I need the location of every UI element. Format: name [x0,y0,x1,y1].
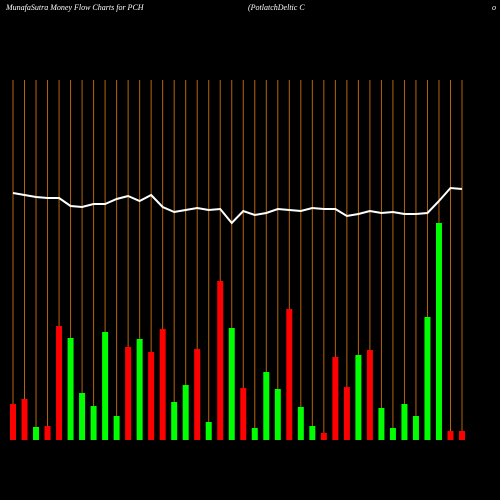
bar [125,347,132,440]
bar [412,416,419,440]
bar [332,357,339,440]
bar [378,408,385,440]
bar [113,416,120,440]
bar [228,328,235,440]
bar [90,406,97,440]
bar [171,402,178,440]
bar [297,407,304,440]
bar [240,388,247,440]
bar [10,404,16,440]
bar [447,431,454,440]
bar [217,281,224,440]
bar [79,393,86,440]
bar [401,404,408,440]
chart-title: MunafaSutra Money Flow Charts for PCH [5,3,145,12]
chart-subtitle: (PotlatchDeltic C [248,3,305,12]
bar [263,372,270,440]
bar [205,422,212,440]
bar [274,389,281,440]
line [12,186,463,225]
bar [343,387,350,440]
bar [286,309,293,440]
bar [136,339,143,440]
bar [148,352,155,440]
bar [366,350,373,440]
bar [102,332,109,440]
bar [251,428,258,440]
bar [21,399,28,440]
bar [159,329,166,440]
bar [44,426,51,440]
bar [182,385,189,440]
bar [309,426,316,440]
bar [33,427,40,440]
bar [67,338,74,440]
bar [459,431,465,440]
bar [194,349,201,440]
bar [389,428,396,440]
bar [320,433,327,440]
bar [355,355,362,440]
bar [424,317,431,440]
bar [435,223,442,440]
bar [56,326,63,440]
chart-subtitle-tail: o [492,3,496,12]
